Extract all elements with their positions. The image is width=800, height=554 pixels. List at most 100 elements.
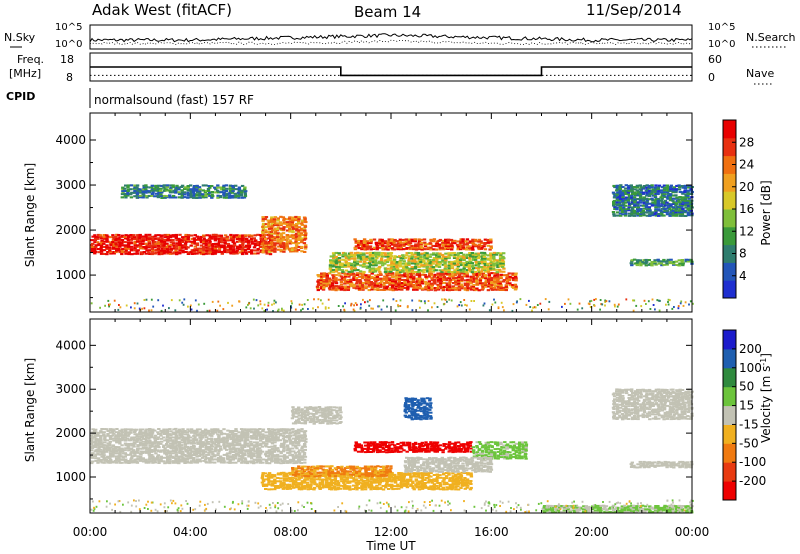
echo-cell (189, 240, 193, 243)
echo-cell (256, 241, 260, 244)
echo-cell (441, 248, 446, 251)
echo-cell (256, 447, 260, 450)
echo-cell (372, 238, 377, 241)
echo-cell (196, 238, 200, 241)
echo-cell (674, 204, 678, 207)
echo-cell (390, 447, 394, 450)
echo-cell (222, 428, 226, 431)
echo-cell (416, 271, 420, 274)
echo-cell (436, 285, 441, 288)
echo-cell (330, 412, 334, 415)
echo-cell (99, 437, 103, 440)
noise-traces (89, 33, 693, 46)
echo-cell (135, 434, 139, 437)
near-range-echo (337, 305, 340, 307)
echo-cell (303, 250, 307, 253)
echo-cell (153, 189, 157, 192)
echo-cell (154, 445, 158, 448)
echo-cell (409, 276, 413, 279)
echo-cell (263, 246, 268, 249)
echo-cell (414, 285, 419, 288)
echo-cell (375, 283, 380, 286)
echo-cell (304, 221, 308, 224)
near-range-echo (377, 305, 380, 308)
echo-cell (175, 242, 179, 245)
echo-cell (183, 431, 187, 434)
echo-cell (207, 239, 212, 242)
echo-cell (175, 253, 179, 256)
power-colorbar-segment (723, 173, 736, 192)
echo-cell (325, 285, 329, 288)
echo-cell (404, 265, 409, 268)
echo-cell (232, 248, 236, 251)
echo-cell (142, 247, 146, 250)
echo-cell (197, 194, 202, 197)
echo-cell (117, 457, 121, 459)
echo-cell (338, 274, 342, 277)
echo-cell (470, 262, 474, 265)
echo-cell (94, 237, 98, 240)
echo-cell (90, 456, 95, 459)
echo-cell (328, 265, 333, 268)
echo-cell (150, 189, 154, 192)
echo-cell (156, 195, 160, 198)
echo-cell (449, 254, 453, 257)
echo-cell (647, 187, 651, 190)
echo-cell (159, 193, 163, 196)
echo-cell (183, 242, 188, 245)
echo-cell (168, 462, 172, 465)
echo-cell (249, 442, 254, 445)
echo-cell (234, 450, 238, 453)
echo-cell (320, 407, 324, 410)
echo-cell (243, 249, 248, 252)
echo-cell (243, 188, 247, 191)
echo-cell (317, 409, 321, 412)
echo-cell (270, 441, 274, 444)
echo-cell (438, 269, 442, 272)
echo-cell (456, 252, 461, 255)
near-range-echo (431, 306, 433, 309)
echo-cell (126, 247, 131, 250)
echo-cell (261, 229, 266, 232)
echo-cell (654, 186, 658, 189)
echo-cell (338, 265, 342, 268)
echo-cell (332, 257, 336, 260)
echo-cell (353, 262, 357, 265)
echo-cell (228, 184, 233, 187)
echo-cell (315, 411, 319, 414)
echo-cell (288, 429, 292, 432)
echo-cell (636, 206, 641, 209)
echo-cell (359, 257, 363, 260)
echo-cell (417, 287, 422, 290)
echo-cell (303, 416, 307, 419)
echo-cell (669, 193, 673, 196)
echo-cell (217, 244, 221, 247)
echo-cell (186, 455, 190, 458)
echo-cell (308, 408, 312, 410)
echo-cell (505, 286, 509, 289)
echo-cell (145, 196, 149, 199)
echo-cell (455, 257, 460, 260)
echo-cell (427, 280, 431, 283)
near-range-echo (253, 307, 255, 310)
echo-cell (498, 257, 503, 260)
echo-cell (195, 194, 199, 197)
echo-cell (91, 235, 95, 238)
echo-cell (184, 235, 188, 238)
echo-cell (219, 429, 223, 432)
echo-cell (356, 269, 360, 272)
echo-cell (399, 259, 403, 262)
echo-cell (386, 243, 390, 246)
echo-cell (451, 275, 455, 278)
echo-cell (418, 285, 422, 288)
echo-cell (681, 214, 685, 217)
echo-cell (178, 433, 182, 435)
power-colorbar-label: Power [dB] (759, 180, 773, 245)
echo-cell (465, 242, 470, 245)
echo-cell (177, 243, 182, 246)
echo-cell (285, 235, 290, 238)
near-range-echo (581, 307, 584, 310)
echo-cell (407, 243, 411, 246)
echo-cell (483, 275, 488, 278)
echo-cell (97, 251, 101, 254)
